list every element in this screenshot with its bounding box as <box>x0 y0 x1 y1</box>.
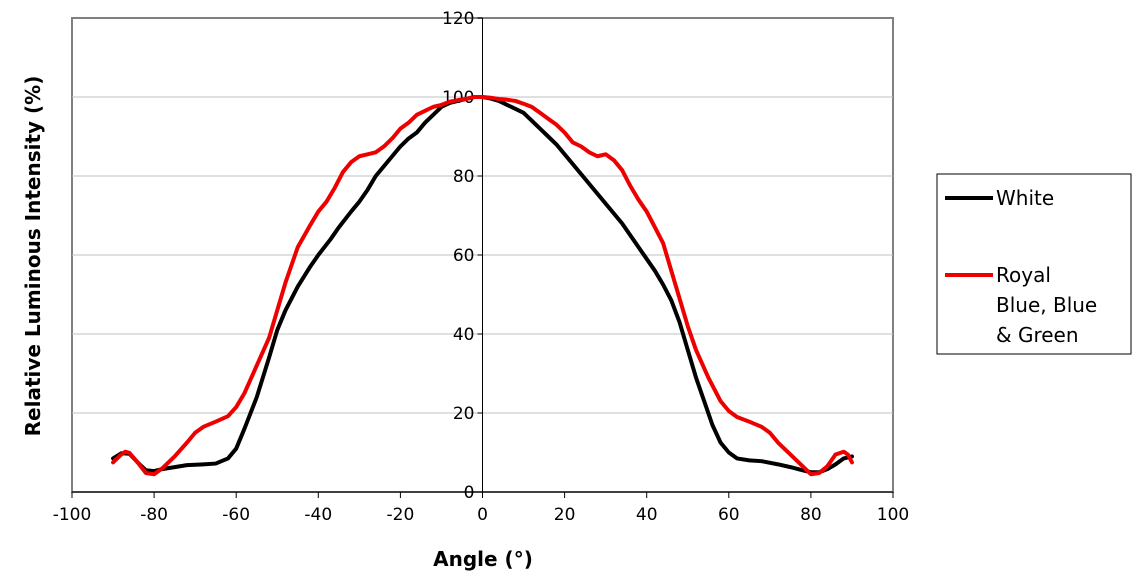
y-tick-label: 60 <box>453 246 475 266</box>
x-tick-label: -20 <box>387 505 415 525</box>
legend-label-white: White <box>996 186 1054 210</box>
x-tick-label: -40 <box>304 505 332 525</box>
legend-box <box>936 173 1132 355</box>
x-tick-label: -80 <box>140 505 168 525</box>
x-tick-label: 80 <box>800 505 822 525</box>
series-line-royal-blue <box>111 95 854 477</box>
x-tick-label: 100 <box>877 505 909 525</box>
x-tick-label: 40 <box>636 505 658 525</box>
series-lines <box>111 95 854 477</box>
x-tick-label: 20 <box>554 505 576 525</box>
x-tick-label: -60 <box>222 505 250 525</box>
x-tick-label: 0 <box>477 505 488 525</box>
y-axis-title: Relative Luminous Intensity (%) <box>21 76 45 437</box>
y-tick-label: 40 <box>453 325 475 345</box>
y-tick-label: 80 <box>453 167 475 187</box>
y-tick-label: 0 <box>464 483 475 503</box>
legend-label-royal-blue: Royal Blue, Blue & Green <box>996 263 1097 347</box>
x-tick-label: -100 <box>53 505 92 525</box>
x-axis-ticks: -100 -80 -60 -40 -20 0 20 40 60 80 100 <box>53 492 909 525</box>
x-tick-label: 60 <box>718 505 740 525</box>
legend: White Royal Blue, Blue & Green <box>936 173 1132 355</box>
y-tick-label: 20 <box>453 404 475 424</box>
x-axis-title: Angle (°) <box>433 547 533 571</box>
y-tick-label: 120 <box>442 9 474 29</box>
